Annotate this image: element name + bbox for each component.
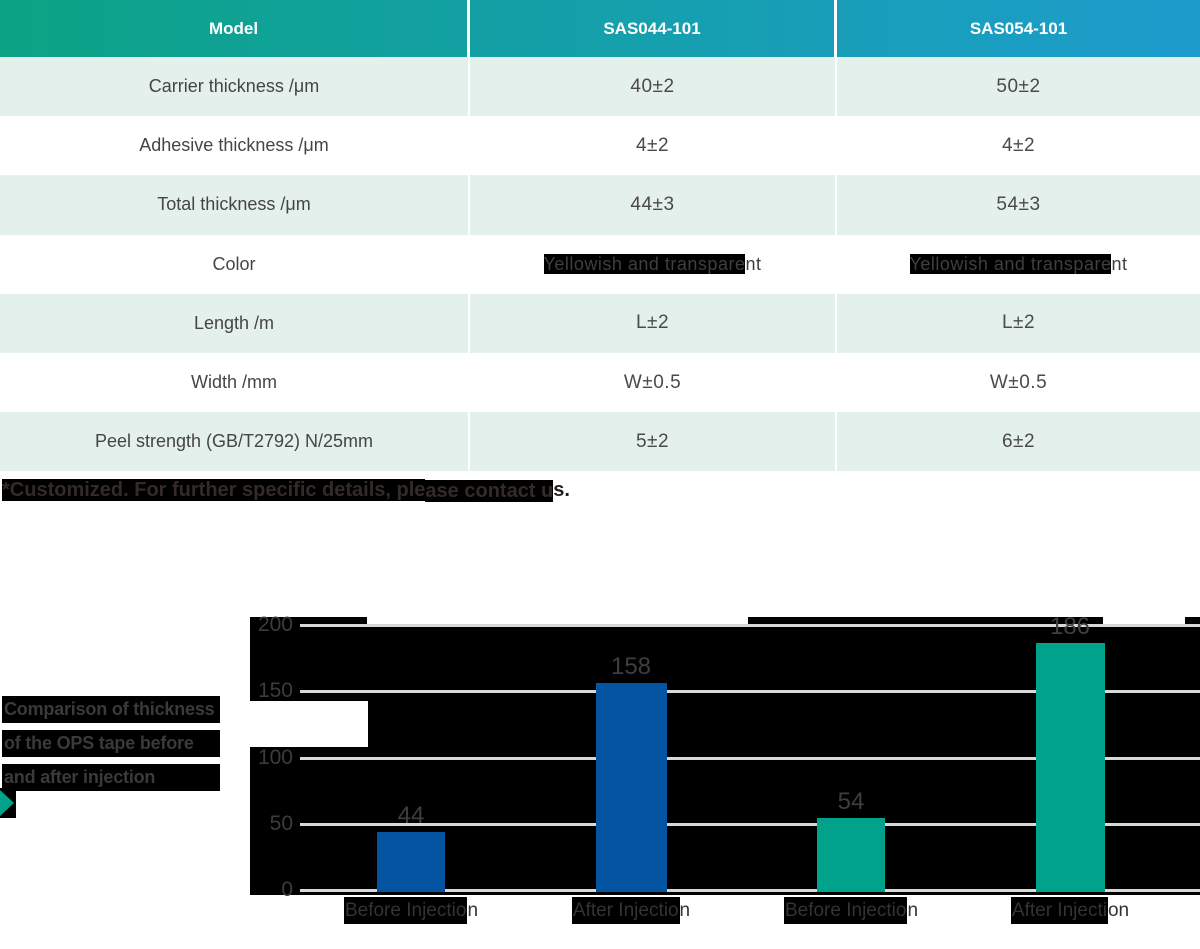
row-value: 5±2 <box>470 412 837 472</box>
footnote: *Customized. For further specific detail… <box>2 479 570 502</box>
y-tick-label: 150 <box>257 679 293 702</box>
chart-title-line: and after injection <box>2 764 221 791</box>
table-row: Length /m L±2 L±2 <box>0 293 1200 353</box>
row-value: 4±2 <box>1001 134 1036 156</box>
header-cell-sas054: SAS054-101 <box>969 18 1068 38</box>
table-row: Carrier thickness /μm 40±2 50±2 <box>0 57 1200 117</box>
gridline-200 <box>300 624 1200 627</box>
row-label: Peel strength (GB/T2792) N/25mm <box>0 412 470 472</box>
header-cell-model: Model <box>0 0 470 57</box>
row-value: 4±2 <box>470 116 837 176</box>
highlighted-text: Yellowish and transpare <box>909 253 1112 274</box>
row-label: Total thickness /μm <box>0 175 470 235</box>
row-value: W±0.5 <box>989 371 1048 393</box>
gridline-150 <box>300 690 1200 693</box>
spec-table: Model SAS044-101 SAS054-101 Carrier thic… <box>0 0 1200 472</box>
chart-title: Comparison of thickness of the OPS tape … <box>2 696 221 798</box>
footnote-tail: s. <box>553 479 570 501</box>
plain-text: nt <box>1111 253 1128 274</box>
plot-top-strip-left <box>250 617 367 627</box>
row-value: 54±3 <box>996 193 1041 215</box>
row-value: 6±2 <box>1001 430 1036 452</box>
row-value: 50±2 <box>996 75 1041 97</box>
table-header-row: Model SAS044-101 SAS054-101 <box>0 0 1200 57</box>
bar-before-injection-sas054 <box>817 818 885 892</box>
row-value: L±2 <box>1001 312 1036 334</box>
row-value: W±0.5 <box>470 352 837 413</box>
gridline-100 <box>300 757 1200 760</box>
row-value: 44±3 <box>470 175 837 235</box>
plot-top-strip-edge <box>1185 617 1200 627</box>
bar-value-label: 44 <box>397 802 425 829</box>
table-row-color: Color Yellowish and transparent Yellowis… <box>0 234 1200 294</box>
table-row: Width /mm W±0.5 W±0.5 <box>0 352 1200 413</box>
row-value-highlighted: Yellowish and transparent <box>470 234 837 294</box>
y-tick-label: 200 <box>257 613 293 636</box>
x-axis-label: After Injection <box>950 897 1190 930</box>
footnote-highlight-1: *Customized. For further specific detail… <box>2 479 426 501</box>
play-triangle-icon <box>0 788 16 818</box>
bar-after-injection-sas054 <box>1036 643 1105 892</box>
row-label: Adhesive thickness /μm <box>0 116 470 176</box>
chart-title-line: of the OPS tape before <box>2 730 221 757</box>
bar-value-label: 158 <box>610 653 652 680</box>
row-label: Color <box>0 234 470 294</box>
header-cell-sas044: SAS044-101 <box>470 0 837 57</box>
bar-value-label: 186 <box>1049 613 1091 640</box>
table-row: Total thickness /μm 44±3 54±3 <box>0 175 1200 235</box>
row-value-highlighted: Yellowish and transparent <box>837 235 1200 294</box>
row-label: Width /mm <box>0 352 470 413</box>
y-tick-label: 50 <box>269 812 293 835</box>
row-label: Length /m <box>0 293 470 353</box>
plot-top-strip-right <box>748 617 1103 627</box>
x-axis-label: After Injection <box>511 897 751 930</box>
x-axis-label: Before Injection <box>291 897 531 930</box>
row-value: L±2 <box>470 293 837 353</box>
highlighted-text: Yellowish and transpare <box>543 253 746 274</box>
y-tick-label: 0 <box>281 878 293 901</box>
y-tick-label: 100 <box>257 746 293 769</box>
gridline-50 <box>300 823 1200 826</box>
row-value: 40±2 <box>470 57 837 117</box>
chart-title-line: Comparison of thickness <box>2 696 221 723</box>
bar-value-label: 54 <box>837 788 865 815</box>
table-row: Peel strength (GB/T2792) N/25mm 5±2 6±2 <box>0 412 1200 472</box>
plain-text: nt <box>745 253 762 274</box>
bar-after-injection-sas044 <box>596 683 667 892</box>
row-label: Carrier thickness /μm <box>0 57 470 117</box>
table-row: Adhesive thickness /μm 4±2 4±2 <box>0 116 1200 176</box>
plot-white-notch <box>250 701 368 747</box>
x-axis-label: Before Injection <box>731 897 971 930</box>
gridline-0 <box>300 889 1200 892</box>
footnote-highlight-2: ase contact u <box>425 480 554 502</box>
bar-before-injection-sas044 <box>377 832 445 892</box>
